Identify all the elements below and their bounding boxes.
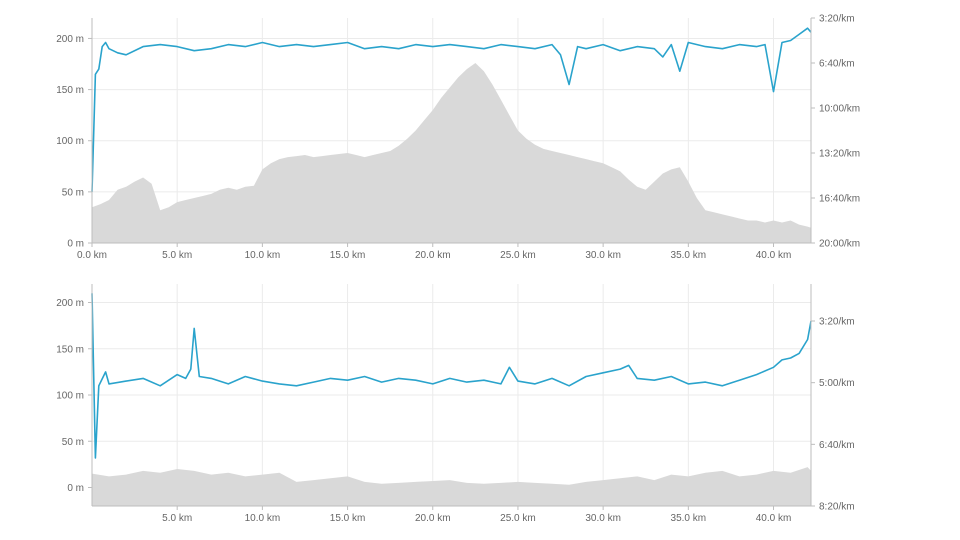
x-tick-label: 10.0 km xyxy=(245,250,281,261)
x-tick-label: 5.0 km xyxy=(162,250,192,261)
x-tick-label: 40.0 km xyxy=(756,250,792,261)
y-left-tick-label: 50 m xyxy=(62,437,84,448)
x-tick-label: 20.0 km xyxy=(415,513,451,524)
y-left-tick-label: 50 m xyxy=(62,187,84,198)
y-left-tick-label: 150 m xyxy=(56,85,84,96)
x-tick-label: 10.0 km xyxy=(245,513,281,524)
y-right-tick-label: 16:40/km xyxy=(819,194,860,205)
x-tick-label: 0.0 km xyxy=(77,250,107,261)
x-tick-label: 20.0 km xyxy=(415,250,451,261)
y-left-tick-label: 0 m xyxy=(67,239,84,250)
x-tick-label: 40.0 km xyxy=(756,513,792,524)
pace-line xyxy=(91,293,812,459)
y-right-tick-label: 13:20/km xyxy=(819,149,860,160)
y-right-tick-label: 3:20/km xyxy=(819,317,855,328)
x-tick-label: 30.0 km xyxy=(585,250,621,261)
y-left-tick-label: 0 m xyxy=(67,483,84,494)
pace-line xyxy=(91,27,812,192)
y-right-tick-label: 10:00/km xyxy=(819,104,860,115)
x-tick-label: 30.0 km xyxy=(585,513,621,524)
x-tick-label: 15.0 km xyxy=(330,513,366,524)
y-right-tick-label: 8:20/km xyxy=(819,502,855,513)
x-tick-label: 25.0 km xyxy=(500,250,536,261)
elevation-area xyxy=(92,467,811,506)
x-tick-label: 15.0 km xyxy=(330,250,366,261)
x-tick-label: 25.0 km xyxy=(500,513,536,524)
x-tick-label: 35.0 km xyxy=(671,513,707,524)
y-left-tick-label: 150 m xyxy=(56,344,84,355)
y-right-tick-label: 5:00/km xyxy=(819,378,855,389)
x-tick-label: 5.0 km xyxy=(162,513,192,524)
y-left-tick-label: 100 m xyxy=(56,136,84,147)
y-right-tick-label: 6:40/km xyxy=(819,440,855,451)
elevation-area xyxy=(92,63,811,243)
y-right-tick-label: 6:40/km xyxy=(819,59,855,70)
y-right-tick-label: 3:20/km xyxy=(819,14,855,25)
y-left-tick-label: 200 m xyxy=(56,34,84,45)
y-right-tick-label: 20:00/km xyxy=(819,239,860,250)
y-left-tick-label: 100 m xyxy=(56,391,84,402)
x-tick-label: 35.0 km xyxy=(671,250,707,261)
y-left-tick-label: 200 m xyxy=(56,298,84,309)
